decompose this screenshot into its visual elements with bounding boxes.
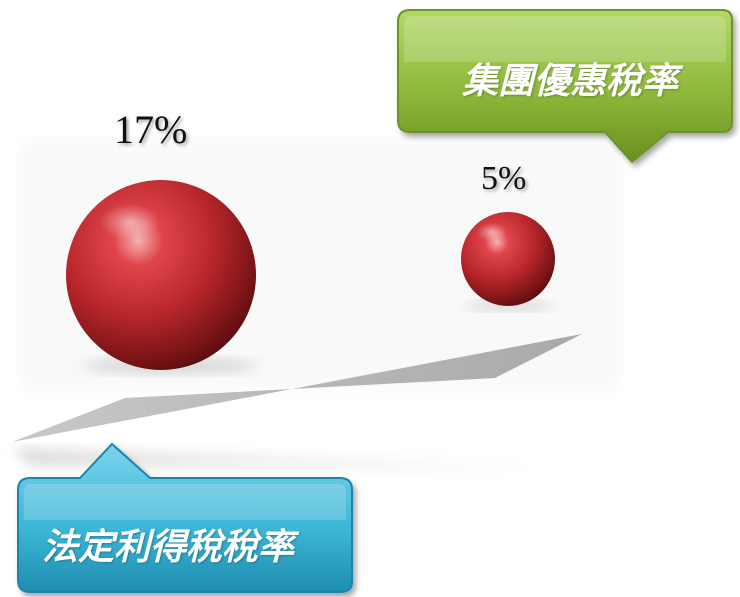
large-sphere-rate-label: 17%	[114, 107, 188, 152]
sphere-shadow-small	[465, 301, 555, 311]
scale-shadow	[12, 448, 560, 474]
sphere-small	[461, 212, 555, 306]
sphere-large	[66, 180, 256, 370]
group-rate-callout	[397, 9, 733, 164]
sphere-highlight-small	[477, 223, 507, 241]
sphere-highlight-large	[100, 204, 160, 240]
group-rate-callout-text: 集團優惠稅率	[462, 60, 679, 102]
statutory-rate-callout	[17, 442, 353, 593]
scale-beam	[12, 334, 582, 442]
small-sphere-rate-label: 5%	[481, 160, 527, 197]
statutory-rate-callout-text: 法定利得稅稅率	[42, 526, 295, 568]
